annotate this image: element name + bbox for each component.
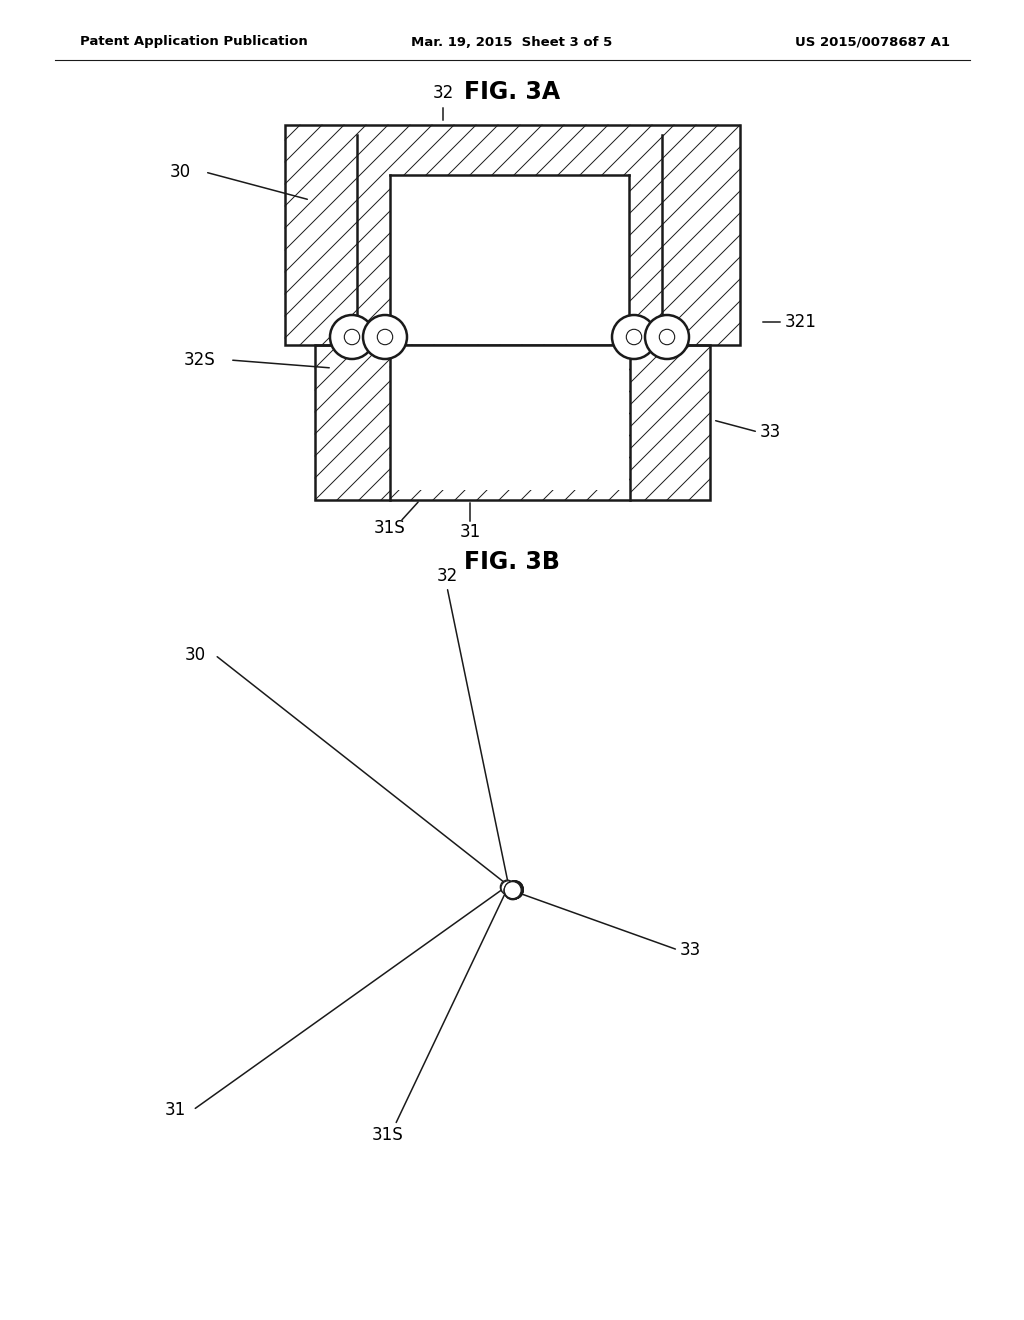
Polygon shape: [507, 886, 509, 888]
Polygon shape: [509, 886, 515, 890]
Text: 321: 321: [785, 313, 817, 331]
Polygon shape: [503, 886, 519, 894]
Polygon shape: [506, 886, 509, 890]
Text: 30: 30: [169, 162, 190, 181]
Circle shape: [506, 882, 523, 899]
Circle shape: [330, 315, 374, 359]
Circle shape: [504, 883, 521, 900]
Circle shape: [612, 315, 656, 359]
Text: FIG. 3A: FIG. 3A: [464, 81, 560, 104]
Circle shape: [645, 315, 689, 359]
Circle shape: [506, 882, 523, 898]
Circle shape: [627, 329, 642, 345]
Text: 31: 31: [460, 523, 480, 541]
Text: 31: 31: [165, 1101, 185, 1119]
Bar: [285, 125, 740, 345]
Circle shape: [501, 880, 514, 894]
Polygon shape: [506, 886, 509, 890]
Bar: [285, 125, 740, 345]
Circle shape: [504, 882, 521, 899]
Circle shape: [505, 883, 521, 899]
Bar: [315, 345, 710, 500]
Circle shape: [362, 315, 407, 359]
Polygon shape: [506, 886, 509, 887]
Bar: [390, 176, 629, 345]
Circle shape: [344, 329, 359, 345]
Polygon shape: [507, 887, 512, 891]
Circle shape: [505, 882, 522, 899]
Circle shape: [506, 882, 523, 899]
Polygon shape: [503, 887, 506, 888]
Circle shape: [505, 882, 521, 899]
Text: Mar. 19, 2015  Sheet 3 of 5: Mar. 19, 2015 Sheet 3 of 5: [412, 36, 612, 49]
Circle shape: [659, 329, 675, 345]
Text: 33: 33: [680, 941, 701, 960]
Bar: [315, 345, 710, 500]
Text: 32S: 32S: [184, 351, 216, 370]
Circle shape: [505, 882, 522, 899]
Text: 32: 32: [432, 84, 454, 102]
Circle shape: [504, 882, 521, 899]
Polygon shape: [507, 886, 515, 890]
Polygon shape: [512, 888, 515, 891]
Circle shape: [377, 329, 392, 345]
Text: FIG. 3B: FIG. 3B: [464, 550, 560, 574]
Bar: [390, 345, 629, 490]
Text: 31S: 31S: [372, 1126, 403, 1144]
Circle shape: [501, 880, 515, 895]
Circle shape: [505, 882, 522, 898]
Circle shape: [506, 880, 523, 898]
Text: Patent Application Publication: Patent Application Publication: [80, 36, 308, 49]
Polygon shape: [503, 886, 506, 888]
Polygon shape: [506, 887, 509, 890]
Text: 31S: 31S: [374, 519, 406, 537]
Circle shape: [506, 880, 523, 898]
Text: US 2015/0078687 A1: US 2015/0078687 A1: [795, 36, 950, 49]
Polygon shape: [503, 887, 517, 895]
Text: 32: 32: [436, 568, 458, 585]
Text: 33: 33: [760, 422, 781, 441]
Text: 30: 30: [184, 645, 206, 664]
Circle shape: [505, 882, 521, 899]
Bar: [390, 345, 630, 500]
Circle shape: [506, 882, 523, 899]
